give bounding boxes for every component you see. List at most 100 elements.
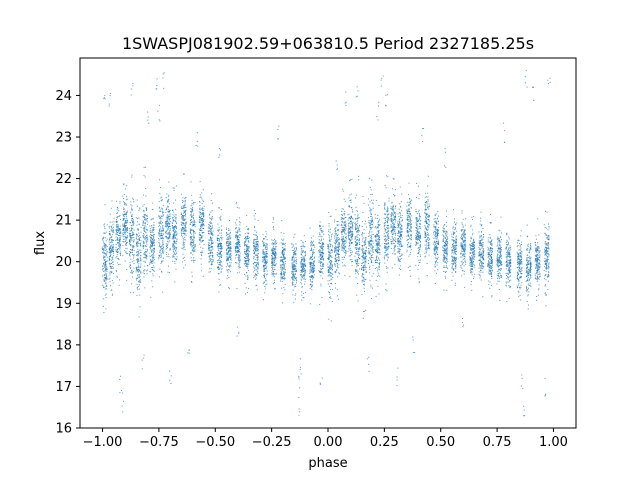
data-point [125, 224, 127, 226]
data-point [338, 273, 340, 275]
data-point [264, 263, 266, 265]
data-point [239, 254, 241, 256]
data-point [329, 261, 331, 263]
data-point [212, 252, 214, 254]
data-point [378, 224, 380, 226]
data-point [118, 243, 120, 245]
data-point [126, 196, 128, 198]
data-point [264, 248, 266, 250]
data-point [374, 268, 376, 270]
data-point [247, 246, 249, 248]
data-point [338, 250, 340, 252]
data-point [167, 207, 169, 209]
data-point [340, 224, 342, 226]
data-point [255, 244, 257, 246]
data-point [293, 284, 295, 286]
data-point [309, 276, 311, 278]
data-point [239, 234, 241, 236]
data-point [235, 235, 237, 237]
data-point [236, 272, 238, 274]
data-point [379, 252, 381, 254]
data-point [174, 281, 176, 283]
data-point [220, 244, 222, 246]
data-point [358, 239, 360, 241]
data-point [371, 245, 373, 247]
data-point [138, 237, 140, 239]
data-point [304, 265, 306, 267]
data-point [330, 215, 332, 217]
data-point [200, 219, 202, 221]
data-point [172, 243, 174, 245]
data-point [248, 259, 250, 261]
data-point [379, 275, 381, 277]
data-point [356, 247, 358, 249]
data-point [112, 250, 114, 252]
data-point [255, 247, 257, 249]
data-point [113, 226, 115, 228]
data-point [146, 207, 148, 209]
data-point [193, 246, 195, 248]
data-point [265, 263, 267, 265]
data-point [152, 235, 154, 237]
data-point [109, 248, 111, 250]
data-point [283, 243, 285, 245]
data-point [330, 297, 332, 299]
data-point [227, 252, 229, 254]
data-point [311, 289, 313, 291]
data-point [200, 229, 202, 231]
data-point [212, 260, 214, 262]
data-point [248, 237, 250, 239]
data-point [140, 265, 142, 267]
data-point [104, 294, 106, 296]
data-point [310, 257, 312, 259]
data-point [131, 225, 133, 227]
data-point [153, 259, 155, 261]
data-point [329, 228, 331, 230]
data-point [341, 244, 343, 246]
data-point [220, 219, 222, 221]
data-point [344, 240, 346, 242]
data-point [302, 271, 304, 273]
data-point [358, 226, 360, 228]
data-point [118, 224, 119, 226]
data-point [374, 236, 376, 238]
data-point [175, 253, 177, 255]
data-point [144, 269, 146, 271]
data-point [281, 260, 283, 262]
data-point [357, 258, 359, 260]
data-point [283, 272, 285, 274]
data-point [124, 188, 126, 190]
data-point [182, 215, 184, 217]
data-point [361, 250, 363, 252]
data-point [357, 270, 359, 272]
data-point [106, 270, 108, 272]
data-point [131, 214, 133, 216]
data-point [319, 304, 321, 306]
data-point [152, 273, 154, 275]
data-point [301, 255, 303, 257]
data-point [291, 282, 293, 284]
data-point [169, 229, 171, 231]
data-point [341, 240, 343, 242]
data-point [341, 229, 343, 231]
data-points [101, 70, 551, 417]
data-point [355, 223, 357, 225]
data-point [220, 235, 222, 237]
data-point [293, 286, 295, 288]
data-point [168, 241, 170, 243]
data-point [209, 221, 211, 223]
data-point [139, 234, 141, 236]
data-point [140, 272, 142, 274]
data-point [219, 267, 221, 269]
data-point [126, 220, 128, 222]
data-point [320, 265, 322, 267]
data-point [181, 224, 183, 226]
data-point [263, 251, 265, 253]
data-point [338, 253, 340, 255]
data-point [135, 234, 137, 236]
data-point [329, 275, 331, 277]
data-point [362, 248, 364, 250]
data-point [122, 219, 124, 221]
data-point [321, 232, 323, 234]
data-point [376, 251, 378, 253]
